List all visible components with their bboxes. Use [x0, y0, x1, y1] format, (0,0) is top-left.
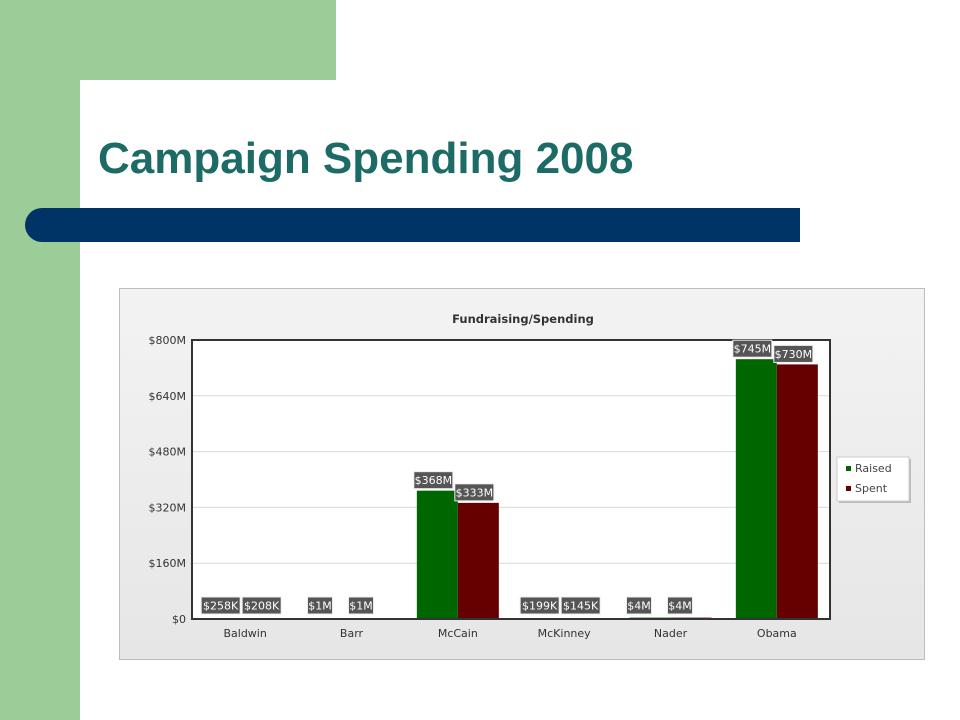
- x-tick-label: Nader: [654, 627, 688, 640]
- data-label: $1M: [349, 600, 373, 613]
- data-label-box: [519, 596, 560, 615]
- legend-label-spent: Spent: [855, 482, 888, 495]
- side-decor-bar: [0, 0, 80, 720]
- x-tick-label: McCain: [438, 627, 478, 640]
- y-tick-label: $480M: [149, 446, 187, 459]
- bar-chart: $0 $160M $320M $480M $640M $800M Baldwin Barr Mc…: [149, 334, 911, 640]
- data-label: $199K: [522, 600, 558, 613]
- y-tick-label: $320M: [149, 501, 187, 514]
- corner-curve: [80, 80, 160, 160]
- x-tick-label: Barr: [340, 627, 364, 640]
- chart-title: Fundraising/Spending: [452, 312, 594, 326]
- y-tick-label: $160M: [149, 557, 187, 570]
- data-label: $730M: [775, 348, 813, 361]
- title-underline-bar: [25, 208, 800, 242]
- plot-area: [192, 340, 830, 619]
- bar-spent: [776, 364, 818, 619]
- bar-raised: [416, 490, 458, 619]
- bar-raised: [735, 359, 777, 619]
- legend-swatch: [846, 466, 851, 471]
- y-tick-label: $0: [172, 613, 186, 626]
- y-tick-label: $800M: [149, 334, 187, 347]
- x-tick-label: Obama: [757, 627, 797, 640]
- data-label-box: [626, 596, 652, 615]
- x-tick-label: McKinney: [538, 627, 592, 640]
- data-label-box: [200, 596, 241, 615]
- data-label: $1M: [308, 600, 332, 613]
- slide-title: Campaign Spending 2008: [98, 134, 634, 183]
- data-label: $333M: [456, 486, 494, 499]
- data-label-box: [667, 596, 693, 615]
- legend-label-raised: Raised: [855, 462, 892, 475]
- data-label-box: [413, 471, 454, 490]
- data-label-box: [241, 596, 282, 615]
- data-label-box: [307, 596, 333, 615]
- plot-frame: [191, 339, 831, 620]
- data-label: $4M: [668, 600, 692, 613]
- data-label: $368M: [415, 474, 453, 487]
- chart-panel: Fundraising/Spending $0 $160M $320M $480M $6…: [119, 288, 925, 660]
- data-label-box: [560, 596, 601, 615]
- y-tick-label: $640M: [149, 390, 187, 403]
- data-label-box: [773, 344, 814, 363]
- data-label: $208K: [244, 600, 280, 613]
- data-label: $4M: [627, 600, 651, 613]
- legend-box: [836, 456, 910, 502]
- data-label-box: [454, 483, 495, 502]
- legend-swatch: [846, 486, 851, 491]
- data-label-box: [348, 596, 374, 615]
- data-label: $145K: [563, 600, 599, 613]
- data-label-box: [732, 339, 773, 358]
- x-tick-label: Baldwin: [223, 627, 266, 640]
- data-label: $258K: [203, 600, 239, 613]
- data-label: $745M: [734, 343, 772, 356]
- top-decor-block: [80, 0, 336, 80]
- bar-spent: [457, 502, 499, 619]
